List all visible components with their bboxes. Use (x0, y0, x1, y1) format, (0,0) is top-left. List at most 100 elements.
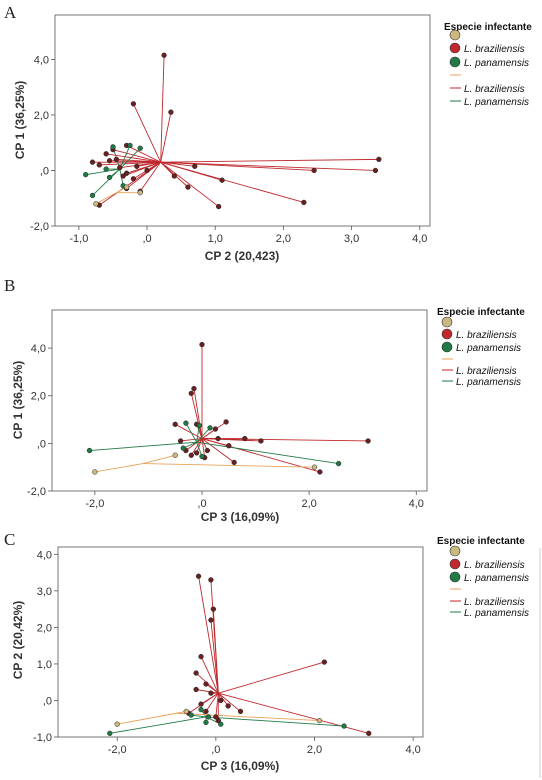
data-point-braziliensis (168, 109, 174, 115)
plot-frame (51, 309, 428, 492)
tick-labels: -2,0 ,0 2,0 4,0 -1,0 ,0 1,0 2,0 3,0 4,0 (33, 549, 421, 756)
spoke-line-braziliensis (133, 103, 162, 163)
plot-area (86, 341, 371, 475)
x-tick-label: 1,0 (208, 233, 223, 245)
data-point-braziliensis (376, 156, 382, 163)
legend-title: Especie infectante (437, 536, 525, 547)
y-tick-label: -2,0 (30, 221, 49, 233)
spoke-line-braziliensis (218, 661, 325, 694)
data-point-braziliensis (215, 717, 221, 724)
data-point-braziliensis (89, 159, 96, 165)
legend: Especie infectante L. braziliensis L. pa… (444, 22, 532, 108)
legend-marker-other (449, 29, 461, 41)
data-point-braziliensis (188, 452, 194, 458)
data-point-braziliensis (193, 670, 199, 676)
y-axis-title: CP 2 (20,42%) (11, 601, 25, 680)
data-point-braziliensis (193, 450, 200, 456)
y-tick-label: -2,0 (27, 486, 46, 498)
spoke-line-braziliensis (112, 149, 161, 163)
legend-label: L. braziliensis (464, 597, 525, 608)
y-tick-label: 2,0 (34, 110, 49, 122)
data-point-braziliensis (208, 617, 214, 623)
spoke-line-braziliensis (193, 388, 203, 439)
spoke-line-braziliensis (218, 692, 241, 712)
spoke-line-braziliensis (99, 161, 161, 206)
x-tick-label: 2,0 (276, 233, 291, 245)
data-point-braziliensis (226, 443, 232, 449)
data-point-braziliensis (198, 653, 204, 660)
spoke-line-braziliensis (201, 428, 216, 439)
spoke-line-braziliensis (123, 161, 161, 177)
panel-a: A -1,0 ,0 1,0 2,0 3,0 4,0 -2,0 ,0 2,0 4,0 CP 2 (2… (4, 3, 532, 263)
y-tick-label: 4,0 (34, 54, 49, 66)
data-point-panamensis (198, 706, 204, 713)
panel-letter: A (4, 3, 17, 22)
data-point-panamensis (203, 719, 209, 726)
legend-label: L. braziliensis (456, 366, 517, 377)
data-point-braziliensis (317, 469, 323, 475)
data-point-braziliensis (204, 447, 211, 454)
data-point-braziliensis (231, 459, 237, 466)
spoke-line-panamensis (196, 441, 339, 465)
data-point-other (123, 184, 130, 190)
spoke-line-braziliensis (205, 692, 219, 712)
data-point-other (316, 717, 323, 724)
plot-area (107, 573, 372, 736)
data-point-braziliensis (199, 341, 205, 348)
spoke-line-braziliensis (136, 161, 161, 167)
panel-b: B -2,0 ,0 2,0 4,0 -2,0 ,0 2,0 4,0 CP 3 (16,09%)… (4, 276, 525, 524)
data-point-other (137, 190, 143, 196)
y-tick-label: ,0 (43, 695, 52, 707)
legend-label: L. braziliensis (464, 84, 525, 95)
spoke-line-braziliensis (215, 693, 219, 717)
legend-title: Especie infectante (444, 22, 532, 33)
legend-label: L. braziliensis (464, 44, 525, 55)
panel-c: C -2,0 ,0 2,0 4,0 -1,0 ,0 1,0 2,0 3,0 4,0 CP 3 (1… (4, 530, 541, 778)
data-point-braziliensis (321, 659, 328, 665)
spoke-line-braziliensis (139, 161, 162, 192)
data-point-braziliensis (96, 162, 102, 168)
spoke-line-braziliensis (160, 161, 376, 171)
data-point-braziliensis (215, 435, 221, 442)
y-tick-label: 2,0 (31, 391, 46, 403)
data-point-panamensis (341, 723, 347, 729)
spoke-line-other (176, 712, 320, 722)
y-tick-label: ,0 (37, 438, 46, 450)
legend-label: L. panamensis (456, 343, 521, 354)
y-axis-title: CP 1 (36,25%) (13, 81, 27, 160)
data-point-braziliensis (193, 686, 199, 693)
legend-marker-braziliensis (449, 42, 461, 54)
spoke-line-braziliensis (201, 438, 369, 442)
spoke-line-panamensis (196, 427, 211, 443)
data-point-panamensis (89, 192, 96, 199)
x-tick-label: -2,0 (85, 498, 104, 510)
legend-label: L. panamensis (464, 97, 529, 108)
legend-marker-other (449, 545, 461, 557)
y-tick-label: 1,0 (37, 659, 52, 671)
data-point-braziliensis (123, 170, 130, 176)
spoke-line-braziliensis (201, 438, 320, 473)
data-point-panamensis (205, 714, 212, 720)
spoke-line-panamensis (196, 425, 200, 443)
data-point-panamensis (83, 171, 89, 178)
spoke-line-other (117, 712, 177, 725)
x-tick-label: 2,0 (301, 498, 316, 510)
spoke-line-other (143, 463, 315, 468)
data-point-braziliensis (171, 173, 177, 179)
y-tick-label: 4,0 (31, 343, 46, 355)
y-tick-label: -1,0 (33, 732, 52, 744)
data-point-braziliensis (198, 701, 204, 707)
data-point-braziliensis (117, 165, 123, 171)
data-point-panamensis (183, 420, 189, 426)
data-point-braziliensis (130, 101, 137, 107)
legend-title: Especie infectante (437, 307, 525, 318)
data-point-braziliensis (203, 681, 209, 687)
tick-labels: -2,0 ,0 2,0 4,0 -2,0 ,0 2,0 4,0 (27, 343, 424, 510)
x-axis-title: CP 3 (16,09%) (201, 759, 280, 773)
spoke-line-braziliensis (201, 438, 235, 463)
data-point-other (92, 469, 98, 475)
data-point-braziliensis (188, 390, 194, 397)
data-point-braziliensis (103, 151, 109, 157)
spoke-line-braziliensis (160, 161, 304, 203)
